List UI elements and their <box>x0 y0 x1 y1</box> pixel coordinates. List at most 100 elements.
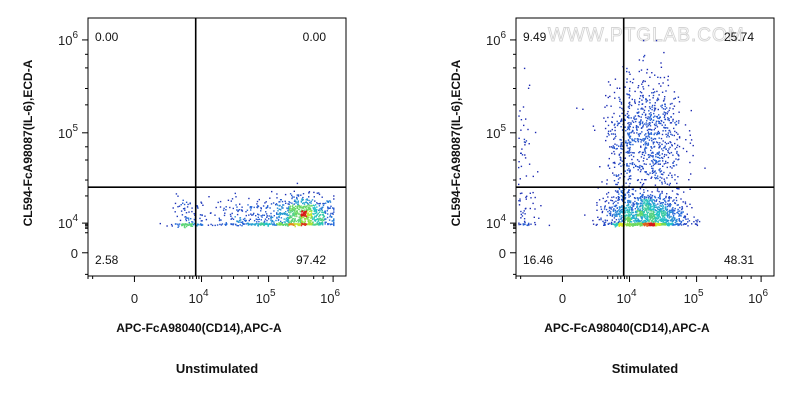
event-dot <box>231 217 233 219</box>
event-dot <box>180 210 183 212</box>
event-dot <box>653 217 655 220</box>
event-dot <box>616 223 619 225</box>
event-dot <box>664 211 666 213</box>
event-dot <box>646 126 648 128</box>
event-dot <box>540 205 542 207</box>
event-dot <box>302 223 304 225</box>
event-dot <box>653 199 655 201</box>
event-dot <box>309 201 311 204</box>
event-dot <box>642 39 645 42</box>
event-dot <box>309 210 311 213</box>
event-dot <box>304 205 306 208</box>
event-dot <box>289 207 291 210</box>
event-dot <box>617 178 620 180</box>
event-dot <box>241 210 244 212</box>
event-dot <box>627 134 630 136</box>
event-dot <box>622 187 624 189</box>
event-dot <box>645 199 648 201</box>
event-dot <box>286 220 288 222</box>
event-dot <box>284 221 286 223</box>
event-dot <box>664 219 666 221</box>
event-dot <box>300 200 303 202</box>
event-dot <box>674 174 676 176</box>
event-dot <box>291 205 293 207</box>
event-dot <box>620 145 622 148</box>
event-dot <box>656 126 659 128</box>
event-dot <box>523 141 526 143</box>
event-dot <box>654 211 656 213</box>
event-dot <box>626 164 628 166</box>
event-dot <box>659 122 661 125</box>
event-dot <box>524 157 527 159</box>
event-dot <box>653 205 655 207</box>
quadrant-lower-left-value: 2.58 <box>95 253 119 267</box>
event-dot <box>621 209 624 211</box>
event-dot <box>671 144 673 146</box>
event-dot <box>196 205 198 207</box>
event-dot <box>669 203 671 205</box>
event-dot <box>642 59 644 62</box>
event-dot <box>615 183 617 186</box>
event-dot <box>626 204 628 207</box>
x-axis-title: APC-FcA98040(CD14),APC-A <box>544 321 710 335</box>
event-dot <box>646 225 648 227</box>
event-dot <box>639 192 641 195</box>
event-dot <box>614 123 616 125</box>
event-dot <box>518 166 520 169</box>
event-dot <box>626 192 629 194</box>
event-dot <box>663 198 666 200</box>
event-dot <box>634 200 636 203</box>
event-dot <box>688 179 690 181</box>
event-dot <box>673 160 675 163</box>
event-dot <box>518 222 520 224</box>
event-dot <box>642 214 645 216</box>
event-dot <box>656 190 659 192</box>
event-dot <box>277 213 280 215</box>
event-dot <box>672 108 674 110</box>
event-dot <box>278 224 281 226</box>
event-dot <box>662 108 665 110</box>
event-dot <box>689 142 692 144</box>
event-dot <box>596 202 598 204</box>
event-dot <box>614 97 616 99</box>
event-dot <box>672 219 674 222</box>
event-dot <box>670 204 672 206</box>
event-dot <box>289 205 291 207</box>
event-dot <box>320 222 322 225</box>
event-dot <box>635 118 638 120</box>
event-dot <box>596 209 598 211</box>
event-dot <box>273 210 275 212</box>
event-dot <box>627 206 630 209</box>
event-dot <box>647 194 649 197</box>
event-dot <box>308 220 310 222</box>
event-dot <box>255 215 257 217</box>
event-dot <box>631 138 633 140</box>
event-dot <box>673 134 675 137</box>
event-dot <box>520 165 523 168</box>
event-dot <box>612 209 614 211</box>
event-dot <box>641 205 643 207</box>
event-dot <box>305 210 307 212</box>
event-dot <box>266 216 268 218</box>
event-dot <box>278 215 280 218</box>
event-dot <box>323 216 326 218</box>
event-dot <box>668 210 670 213</box>
event-dot <box>670 116 672 118</box>
event-dot <box>646 100 649 102</box>
event-dot <box>641 218 643 220</box>
event-dot <box>306 214 308 217</box>
event-dot <box>333 219 335 221</box>
event-dot <box>280 209 282 211</box>
event-dot <box>658 137 660 139</box>
event-dot <box>654 109 656 111</box>
event-dot <box>627 203 630 205</box>
event-dot <box>675 124 677 126</box>
event-dot <box>645 101 647 103</box>
event-dot <box>643 210 646 212</box>
event-dot <box>663 121 665 124</box>
event-dot <box>630 104 633 107</box>
event-dot <box>672 154 674 156</box>
event-dot <box>256 221 258 223</box>
event-dot <box>240 221 243 224</box>
event-dot <box>658 190 660 193</box>
